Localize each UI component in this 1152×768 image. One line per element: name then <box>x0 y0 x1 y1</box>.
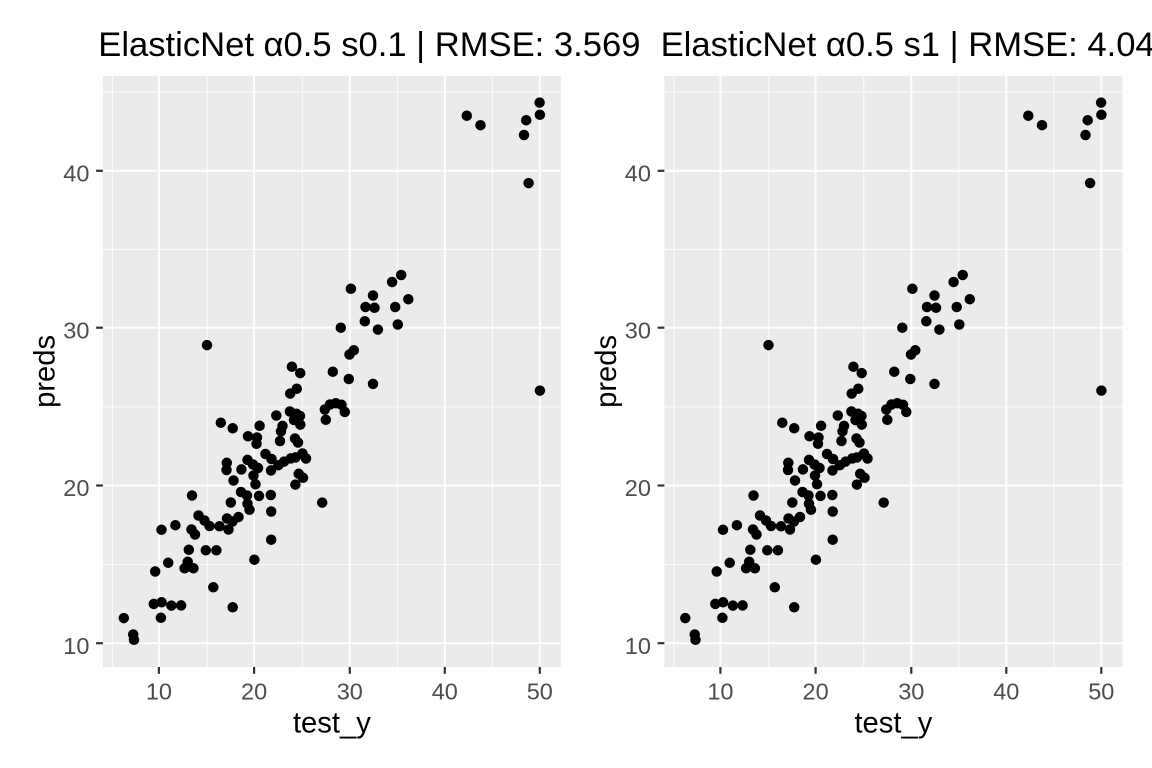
svg-text:30: 30 <box>898 679 924 705</box>
svg-text:20: 20 <box>803 679 829 705</box>
svg-text:30: 30 <box>337 679 363 705</box>
svg-text:test_y: test_y <box>293 707 371 739</box>
svg-text:30: 30 <box>63 317 89 343</box>
svg-text:20: 20 <box>625 475 651 501</box>
svg-text:50: 50 <box>527 679 553 705</box>
svg-text:10: 10 <box>707 679 733 705</box>
svg-text:10: 10 <box>146 679 172 705</box>
svg-text:test_y: test_y <box>854 707 932 739</box>
svg-text:10: 10 <box>63 633 89 659</box>
svg-text:10: 10 <box>625 633 651 659</box>
svg-text:40: 40 <box>63 160 89 186</box>
svg-text:preds: preds <box>29 335 61 408</box>
svg-text:40: 40 <box>625 160 651 186</box>
svg-text:40: 40 <box>432 679 458 705</box>
svg-text:30: 30 <box>625 317 651 343</box>
svg-text:preds: preds <box>591 335 623 408</box>
svg-text:20: 20 <box>63 475 89 501</box>
svg-text:ElasticNet α0.5 s1 | RMSE: 4.0: ElasticNet α0.5 s1 | RMSE: 4.046 <box>661 26 1152 64</box>
svg-text:40: 40 <box>993 679 1019 705</box>
svg-text:50: 50 <box>1088 679 1114 705</box>
svg-text:ElasticNet α0.5 s0.1 | RMSE: 3: ElasticNet α0.5 s0.1 | RMSE: 3.569 <box>98 26 640 64</box>
svg-text:20: 20 <box>241 679 267 705</box>
